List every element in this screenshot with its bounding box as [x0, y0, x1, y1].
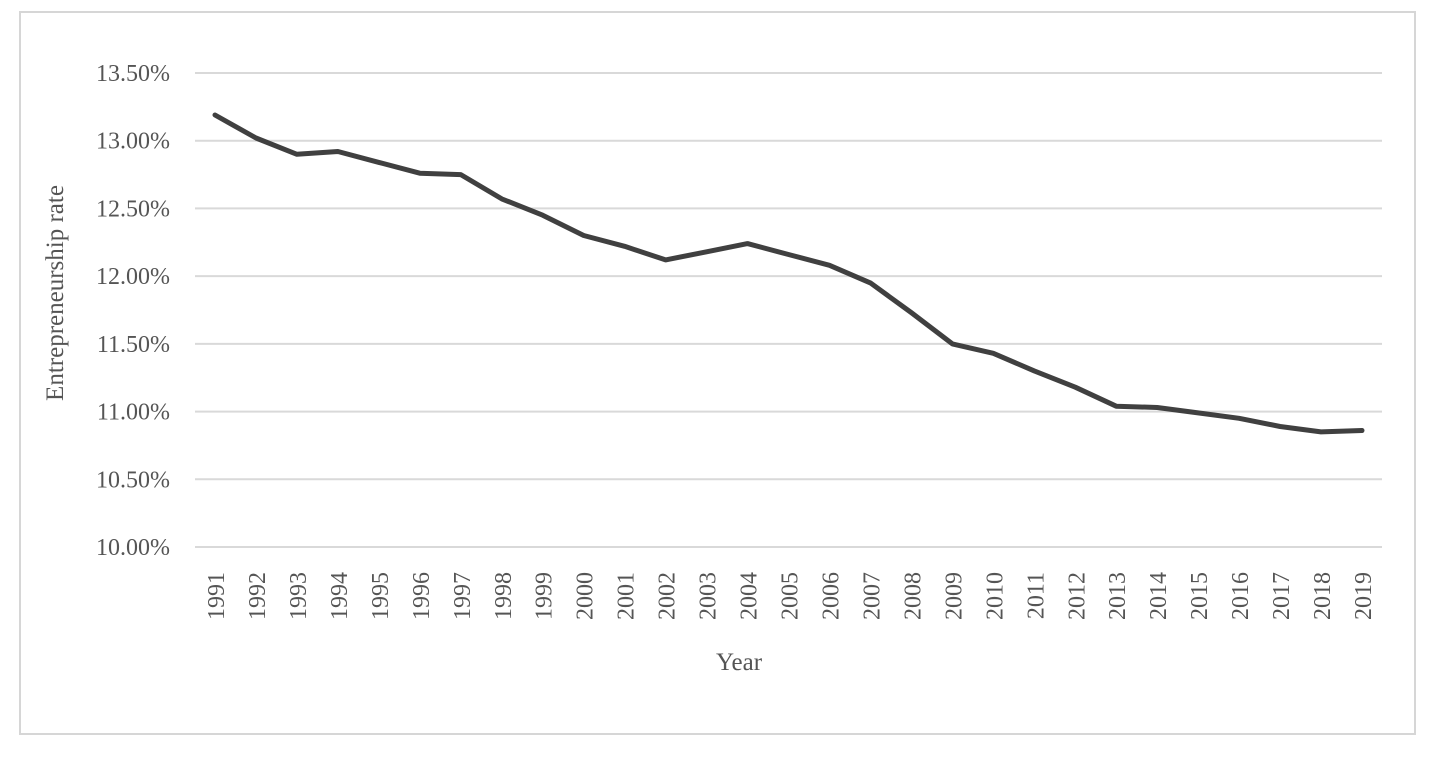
y-axis-tick-labels: 10.00% 10.50% 11.00% 11.50% 12.00% 12.50% 13.0…: [96, 61, 170, 561]
x-axis-title: Year: [716, 649, 763, 676]
x-tick-label: 2008: [900, 572, 926, 620]
y-tick-label: 13.50%: [96, 61, 170, 87]
x-tick-label: 2017: [1269, 572, 1295, 620]
x-tick-label: 1999: [532, 572, 558, 620]
x-tick-label: 1995: [368, 572, 394, 620]
series-group: [212, 112, 1365, 435]
x-tick-label: 2013: [1105, 572, 1131, 620]
x-tick-label: 2003: [696, 572, 722, 620]
x-tick-label: 2000: [573, 572, 599, 620]
x-tick-label: 2009: [941, 572, 967, 620]
y-axis-title: Entrepreneurship rate: [42, 185, 69, 401]
chart-frame: [19, 11, 1416, 735]
y-tick-label: 12.50%: [96, 196, 170, 222]
x-tick-label: 2011: [1023, 572, 1049, 619]
x-tick-label: 2006: [818, 572, 844, 620]
x-axis-tick-labels: 1991 1992 1993 1994 1995 1996 1997 1998 1999 2000…: [204, 572, 1377, 620]
series-line: [212, 112, 1365, 435]
x-tick-label: 1994: [327, 572, 353, 620]
x-tick-label: 2004: [737, 572, 763, 620]
y-tick-label: 10.50%: [96, 467, 170, 493]
x-tick-label: 1993: [286, 572, 312, 620]
x-tick-label: 2015: [1187, 572, 1213, 620]
gridlines: [195, 72, 1382, 548]
x-tick-label: 2005: [778, 572, 804, 620]
x-tick-label: 2001: [614, 572, 640, 620]
y-tick-label: 13.00%: [96, 129, 170, 155]
x-tick-label: 2012: [1064, 572, 1090, 620]
x-tick-label: 1997: [450, 572, 476, 620]
x-tick-label: 1991: [204, 572, 230, 620]
x-tick-label: 2019: [1351, 572, 1377, 620]
y-tick-label: 11.00%: [97, 400, 170, 426]
x-tick-label: 2014: [1146, 572, 1172, 620]
y-tick-label: 11.50%: [97, 332, 170, 358]
x-tick-label: 1998: [491, 572, 517, 620]
x-tick-label: 1996: [409, 572, 435, 620]
y-tick-label: 10.00%: [96, 535, 170, 561]
y-tick-label: 12.00%: [96, 264, 170, 290]
x-tick-label: 2016: [1228, 572, 1254, 620]
x-tick-label: 2010: [982, 572, 1008, 620]
x-tick-label: 2002: [655, 572, 681, 620]
x-tick-label: 2018: [1310, 572, 1336, 620]
x-tick-label: 2007: [859, 572, 885, 620]
x-tick-label: 1992: [245, 572, 271, 620]
